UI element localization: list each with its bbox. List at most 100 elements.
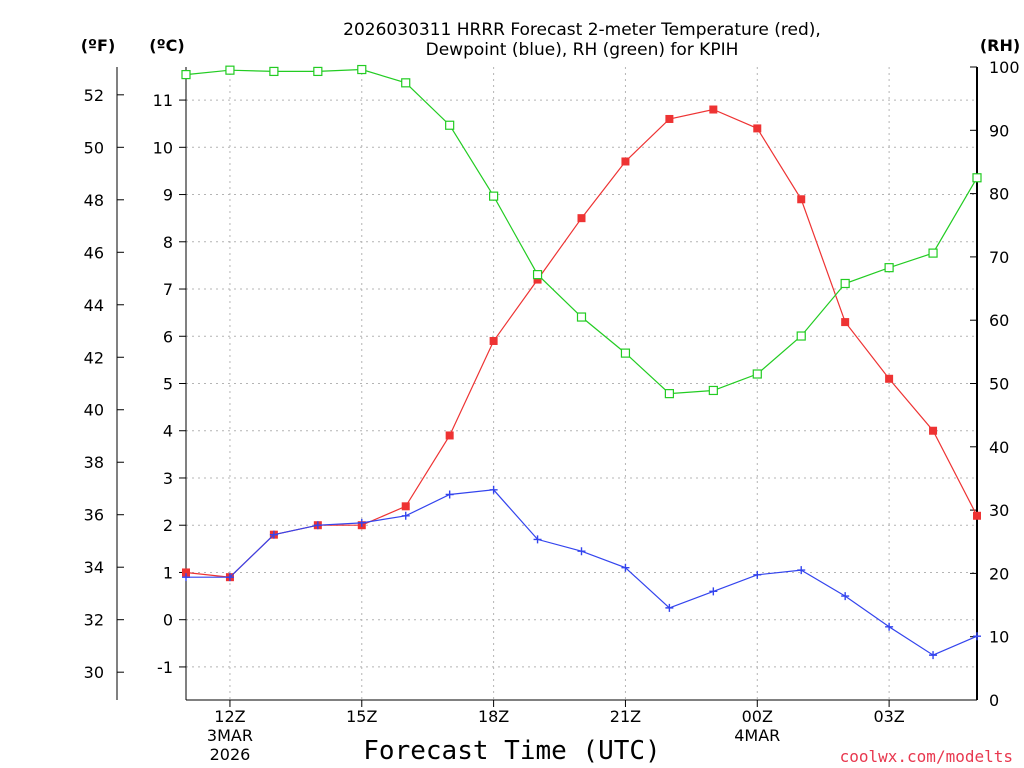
fahrenheit-tick-label: 42 (84, 348, 104, 367)
x-tick-label: 03Z (873, 707, 904, 726)
chart-title-line2: Dewpoint (blue), RH (green) for KPIH (426, 40, 739, 60)
x-tick-label: 00Z (742, 707, 773, 726)
fahrenheit-tick-label: 32 (84, 611, 104, 630)
temperature-point (841, 318, 850, 327)
rh-tick-label: 50 (989, 375, 1009, 394)
dewpoint-point (313, 521, 322, 530)
temperature-point (665, 114, 674, 123)
rh-tick-label: 80 (989, 185, 1009, 204)
temperature-point (182, 568, 190, 577)
temperature-point (401, 502, 410, 511)
fahrenheit-tick-label: 40 (84, 401, 104, 420)
temperature-point (929, 426, 938, 435)
temperature-line (185, 108, 978, 578)
celsius-tick-label: 9 (163, 186, 173, 205)
fahrenheit-tick-label: 50 (84, 138, 104, 157)
rh-point (972, 173, 982, 183)
dewpoint-point (225, 573, 234, 582)
celsius-tick-label: 3 (163, 469, 173, 488)
fahrenheit-tick-label: 38 (84, 453, 104, 472)
x-tick-year-label: 2026 (210, 745, 251, 764)
x-tick-label: 21Z (610, 707, 641, 726)
fahrenheit-tick-label: 48 (84, 191, 104, 210)
rh-point (884, 263, 894, 273)
fahrenheit-tick-label: 36 (84, 506, 104, 525)
temperature-point (577, 214, 586, 223)
temperature-point (709, 105, 718, 114)
rh-point (840, 278, 850, 289)
rh-point (357, 64, 367, 75)
rh-point (401, 78, 411, 88)
x-tick-label: 15Z (346, 707, 377, 726)
rh-tick-label: 20 (989, 564, 1009, 583)
rh-point (269, 66, 279, 77)
rh-tick-label: 60 (989, 311, 1009, 330)
rh-tick-label: 70 (989, 248, 1009, 267)
rh-unit-label: (RH) (980, 36, 1020, 55)
celsius-unit-label: (ºC) (149, 36, 184, 55)
celsius-tick-label: 10 (153, 138, 173, 157)
rh-tick-label: 0 (989, 691, 999, 710)
rh-point (181, 69, 191, 80)
dewpoint-point (885, 622, 894, 631)
rh-point (664, 389, 674, 399)
x-tick-label: 12Z (214, 707, 245, 726)
rh-point (532, 270, 543, 280)
dewpoint-point (797, 566, 806, 575)
celsius-tick-label: 8 (163, 233, 173, 252)
dewpoint-point (182, 573, 190, 582)
celsius-tick-label: 1 (163, 563, 173, 582)
rh-tick-label: 10 (989, 628, 1009, 647)
celsius-tick-label: 11 (153, 91, 173, 110)
dewpoint-point (753, 570, 762, 579)
dewpoint-point (445, 490, 454, 499)
x-tick-label: 18Z (478, 707, 509, 726)
rh-point (225, 65, 235, 75)
dewpoint-point (709, 587, 718, 596)
rh-point (620, 348, 631, 358)
rh-point (313, 66, 323, 77)
rh-line (185, 68, 978, 395)
dewpoint-point (621, 563, 630, 572)
celsius-tick-label: 0 (163, 611, 173, 630)
x-tick-date-label: 4MAR (734, 726, 780, 745)
celsius-tick-label: -1 (157, 658, 173, 677)
fahrenheit-unit-label: (ºF) (81, 36, 116, 55)
x-axis-title: Forecast Time (UTC) (363, 736, 660, 766)
celsius-tick-label: 4 (163, 422, 173, 441)
dewpoint-point (357, 518, 366, 527)
temperature-point (797, 195, 806, 204)
celsius-tick-label: 6 (163, 327, 173, 346)
rh-tick-label: 100 (989, 58, 1020, 77)
dewpoint-point (973, 632, 981, 641)
temperature-point (973, 511, 981, 520)
fahrenheit-tick-label: 44 (84, 296, 104, 315)
dewpoint-point (929, 651, 938, 660)
rh-point (928, 248, 938, 258)
rh-tick-label: 30 (989, 501, 1009, 520)
rh-point (445, 120, 455, 130)
dewpoint-point (533, 535, 542, 544)
temperature-point (445, 431, 454, 440)
rh-point (752, 369, 762, 379)
dewpoint-point (665, 603, 674, 612)
source-credit: coolwx.com/modelts (840, 747, 1013, 766)
dewpoint-point (577, 547, 586, 556)
temperature-point (533, 275, 542, 284)
temperature-point (753, 124, 762, 133)
data-series (181, 64, 982, 660)
rh-point (489, 191, 499, 201)
temperature-point (621, 157, 630, 166)
rh-tick-label: 90 (989, 121, 1009, 140)
dewpoint-point (269, 530, 278, 539)
dewpoint-point (401, 511, 410, 520)
x-tick-date-label: 3MAR (207, 726, 253, 745)
fahrenheit-tick-label: 46 (84, 243, 104, 262)
dewpoint-point (841, 592, 850, 601)
rh-point (708, 385, 718, 396)
temperature-point (489, 336, 498, 345)
rh-tick-label: 40 (989, 438, 1009, 457)
